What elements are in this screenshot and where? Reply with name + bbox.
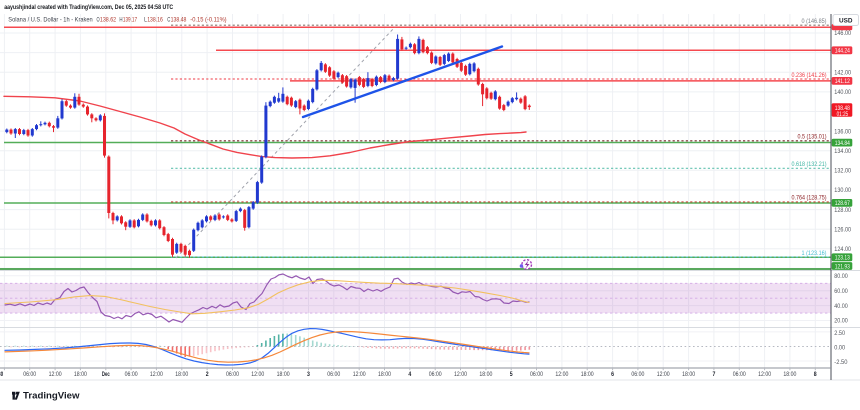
svg-text:18:00: 18:00	[682, 371, 695, 378]
svg-text:18:00: 18:00	[783, 371, 796, 378]
svg-text:Solana / U.S. Dollar - 1h - Kr: Solana / U.S. Dollar - 1h - Kraken	[8, 17, 93, 24]
svg-text:06:00: 06:00	[23, 371, 36, 378]
svg-text:12:00: 12:00	[150, 371, 163, 378]
svg-text:136.00: 136.00	[834, 128, 851, 135]
svg-text:1 (123.16): 1 (123.16)	[802, 250, 827, 257]
svg-text:O: O	[97, 17, 100, 24]
svg-text:0.236 (141.26): 0.236 (141.26)	[792, 72, 827, 79]
svg-text:134.84: 134.84	[835, 140, 850, 147]
svg-text:128.67: 128.67	[835, 200, 850, 207]
svg-text:18:00: 18:00	[74, 371, 87, 378]
svg-text:18:00: 18:00	[581, 371, 594, 378]
svg-text:18:00: 18:00	[277, 371, 290, 378]
svg-text:12:00: 12:00	[49, 371, 62, 378]
svg-text:138.62: 138.62	[100, 17, 116, 24]
svg-text:01:25: 01:25	[837, 112, 849, 118]
svg-text:06:00: 06:00	[530, 371, 543, 378]
svg-text:30: 30	[0, 371, 4, 378]
svg-text:123.13: 123.13	[835, 255, 850, 262]
svg-text:144.24: 144.24	[835, 48, 850, 55]
svg-text:5: 5	[510, 371, 513, 378]
svg-text:124.00: 124.00	[834, 246, 851, 253]
svg-text:80.00: 80.00	[834, 273, 848, 280]
svg-text:aayushjindal created with Trad: aayushjindal created with TradingView.co…	[4, 4, 173, 11]
svg-text:4: 4	[408, 371, 411, 378]
svg-text:12:00: 12:00	[353, 371, 366, 378]
svg-text:60.00: 60.00	[834, 288, 848, 295]
svg-text:12:00: 12:00	[657, 371, 670, 378]
svg-text:138.16: 138.16	[147, 17, 163, 24]
svg-text:121.93: 121.93	[835, 263, 850, 270]
svg-text:0 (146.85): 0 (146.85)	[802, 18, 827, 25]
svg-text:06:00: 06:00	[733, 371, 746, 378]
svg-text:132.00: 132.00	[834, 168, 851, 175]
svg-text:139.17: 139.17	[123, 17, 137, 24]
svg-text:06:00: 06:00	[226, 371, 239, 378]
svg-text:Dec: Dec	[102, 371, 110, 378]
svg-text:-0.15 (-0.11%): -0.15 (-0.11%)	[190, 17, 226, 24]
svg-text:H: H	[119, 17, 122, 24]
svg-text:-2.50: -2.50	[834, 359, 848, 366]
svg-text:06:00: 06:00	[125, 371, 138, 378]
svg-text:06:00: 06:00	[631, 371, 644, 378]
svg-text:142.00: 142.00	[834, 69, 851, 76]
svg-text:2: 2	[206, 371, 209, 378]
svg-text:6: 6	[611, 371, 614, 378]
svg-text:18:00: 18:00	[479, 371, 492, 378]
svg-text:12:00: 12:00	[251, 371, 264, 378]
svg-text:12:00: 12:00	[555, 371, 568, 378]
svg-text:0.618 (132.21): 0.618 (132.21)	[792, 161, 827, 168]
svg-text:7: 7	[713, 371, 716, 378]
svg-text:C: C	[167, 17, 170, 24]
svg-text:146.00: 146.00	[834, 30, 851, 37]
svg-text:20.00: 20.00	[834, 318, 848, 325]
svg-text:18:00: 18:00	[175, 371, 188, 378]
svg-text:0.00: 0.00	[834, 345, 845, 352]
svg-text:8: 8	[814, 371, 817, 378]
svg-text:141.12: 141.12	[835, 78, 850, 85]
svg-text:126.00: 126.00	[834, 226, 851, 233]
svg-text:134.00: 134.00	[834, 148, 851, 155]
svg-text:12:00: 12:00	[454, 371, 467, 378]
svg-text:40.00: 40.00	[834, 303, 848, 310]
svg-text:138.48: 138.48	[171, 17, 187, 24]
svg-text:140.00: 140.00	[834, 89, 851, 96]
svg-text:0.764 (128.75): 0.764 (128.75)	[792, 195, 827, 202]
svg-text:128.00: 128.00	[834, 207, 851, 214]
svg-text:0.5 (135.01): 0.5 (135.01)	[798, 134, 827, 141]
svg-text:138.48: 138.48	[835, 105, 850, 112]
svg-text:3: 3	[307, 371, 310, 378]
svg-text:12:00: 12:00	[758, 371, 771, 378]
svg-text:130.00: 130.00	[834, 187, 851, 194]
svg-text:2.50: 2.50	[834, 330, 845, 337]
svg-text:18:00: 18:00	[378, 371, 391, 378]
svg-text:06:00: 06:00	[327, 371, 340, 378]
svg-text:06:00: 06:00	[429, 371, 442, 378]
svg-text:USD: USD	[839, 18, 853, 25]
svg-text:TradingView: TradingView	[23, 390, 80, 400]
svg-text:L: L	[144, 17, 147, 24]
